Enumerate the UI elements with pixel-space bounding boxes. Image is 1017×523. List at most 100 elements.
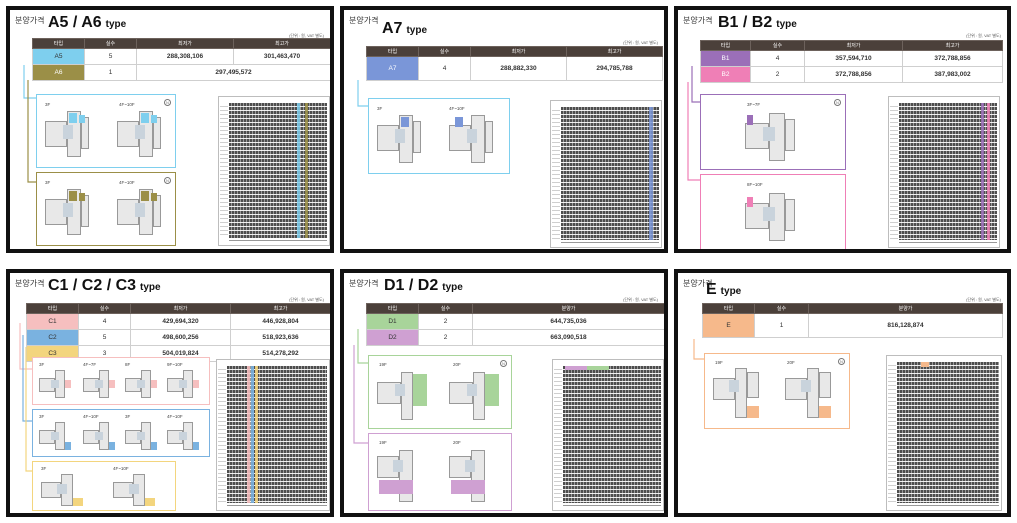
table-row: C2 5 498,600,256 518,923,636 [26, 329, 330, 346]
floor-label: 20F [453, 440, 461, 445]
compass-icon: N [164, 99, 171, 106]
table-row: D1 2 644,735,036 [366, 313, 664, 330]
floor-label: 4F~10F [449, 106, 465, 111]
unit-note: (단위 : 원, VAT 별도) [289, 297, 324, 302]
table-row: A7 4 288,882,330 294,785,788 [366, 56, 663, 81]
connector-lines [353, 329, 368, 444]
floor-plan [117, 189, 163, 239]
floor-plan [45, 189, 91, 239]
floor-plan-group: 8F~10F [700, 174, 846, 249]
price-table: 타입 실수 최저가 최고가 C1 4 429,694,320 446,928,8… [26, 303, 330, 362]
max-price-cell: 294,785,788 [566, 56, 663, 81]
type-cell: A7 [366, 56, 419, 81]
floor-plan-group: 3F 4F~10F N [36, 94, 176, 168]
floor-plan-group: 3F 4F~10F N [36, 172, 176, 246]
floor-label: 4F~10F [119, 180, 135, 185]
floor-label: 9F~10F [167, 362, 183, 367]
floor-label: 19F [379, 440, 387, 445]
floor-plan [39, 422, 75, 452]
floor-plan [41, 474, 87, 508]
floor-label: 3F [125, 414, 131, 419]
unit-price-chart [886, 355, 1002, 511]
floor-label: 3F [39, 362, 45, 367]
floor-plan [377, 372, 429, 424]
price-cell: 663,090,518 [472, 329, 664, 346]
table-row: E 1 816,128,874 [702, 313, 1003, 338]
floor-plan [117, 111, 163, 161]
floor-plan [83, 370, 119, 400]
price-table: 타입 실수 분양가 D1 2 644,735,036 D2 2 663,090,… [366, 303, 664, 346]
count-cell: 2 [750, 66, 805, 83]
connector-lines [687, 66, 700, 181]
floor-label: 8F [125, 362, 131, 367]
type-cell: D2 [366, 329, 419, 346]
table-row: A6 1 297,495,572 [32, 64, 330, 81]
table-header-row: 타입 실수 최저가 최고가 [700, 40, 1003, 51]
floor-label: 19F [715, 360, 723, 365]
panel-title: A5 / A6 type [48, 14, 127, 31]
floor-label: 3F [45, 102, 51, 107]
floor-plan [45, 111, 91, 161]
min-price-cell: 372,788,856 [804, 66, 903, 83]
panel-title: D1 / D2 type [384, 277, 463, 294]
price-table: 타입 실수 분양가 E 1 816,128,874 [702, 303, 1003, 338]
table-header-row: 타입 실수 최저가 최고가 [32, 38, 330, 49]
unit-price-chart [550, 100, 662, 248]
unit-price-chart [216, 359, 330, 511]
price-table: 타입 실수 최저가 최고가 B1 4 357,594,710 372,788,8… [700, 40, 1003, 83]
compass-icon: N [500, 360, 507, 367]
floor-plan [745, 193, 797, 245]
floor-plan-group: 3F 4F~10F [32, 461, 176, 511]
floor-plan [377, 450, 429, 506]
panel-b1-b2: 분양가격 B1 / B2 type (단위 : 원, VAT 별도) 타입 실수 … [674, 6, 1011, 253]
unit-price-chart [888, 96, 1000, 248]
floor-plan [713, 368, 765, 424]
table-row: C1 4 429,694,320 446,928,804 [26, 313, 330, 330]
floor-plan [785, 368, 837, 424]
unit-price-chart [218, 96, 330, 246]
floor-label: 3F [45, 180, 51, 185]
floor-plan [745, 113, 797, 165]
price-table: 타입 실수 최저가 최고가 A7 4 288,882,330 294,785,7… [366, 46, 663, 81]
floor-plan [449, 450, 501, 506]
price-header-label: 분양가격 [683, 279, 713, 288]
table-row: D2 2 663,090,518 [366, 329, 664, 346]
floor-label: 4F~10F [167, 414, 183, 419]
compass-icon: N [164, 177, 171, 184]
floor-label: 4F~10F [113, 466, 129, 471]
floor-plan-group: 3F 4F~7F 8F 9F~10F [32, 357, 210, 405]
unit-note: (단위 : 원, VAT 별도) [966, 297, 1001, 302]
panel-c1-c2-c3: 분양가격 C1 / C2 / C3 type (단위 : 원, VAT 별도) 타… [6, 269, 334, 517]
floor-plan [167, 370, 203, 400]
floor-plan-group: 19F 20F [368, 433, 512, 511]
table-row: B2 2 372,788,856 387,983,002 [700, 66, 1003, 83]
price-cell: 297,495,572 [136, 64, 330, 81]
floor-plan-group: 3F~7F N [700, 94, 846, 170]
floor-label: 3F [39, 414, 45, 419]
floor-plan [39, 370, 75, 400]
connector-lines [693, 339, 704, 360]
compass-icon: N [838, 358, 845, 365]
price-header-label: 분양가격 [683, 16, 713, 25]
floor-label: 4F~10F [119, 102, 135, 107]
count-cell: 1 [754, 313, 809, 338]
floor-label: 20F [787, 360, 795, 365]
floor-label: 3F [377, 106, 383, 111]
floor-plan [167, 422, 203, 452]
floor-plan [113, 474, 159, 508]
unit-note: (단위 : 원, VAT 별도) [623, 297, 658, 302]
price-header-label: 분양가격 [15, 279, 45, 288]
price-header-label: 분양가격 [349, 279, 379, 288]
type-cell: B2 [700, 66, 751, 83]
floor-plan-group: 3F 4F~10F 3F 4F~10F [32, 409, 210, 457]
floor-label: 4F~7F [83, 362, 97, 367]
unit-note: (단위 : 원, VAT 별도) [289, 33, 324, 38]
floor-plan-group: 3F 4F~10F [368, 98, 510, 174]
unit-note: (단위 : 원, VAT 별도) [623, 40, 658, 45]
type-cell: A6 [32, 64, 85, 81]
type-cell: E [702, 313, 755, 338]
panel-title: C1 / C2 / C3 type [48, 277, 161, 294]
min-price-cell: 288,882,330 [470, 56, 567, 81]
